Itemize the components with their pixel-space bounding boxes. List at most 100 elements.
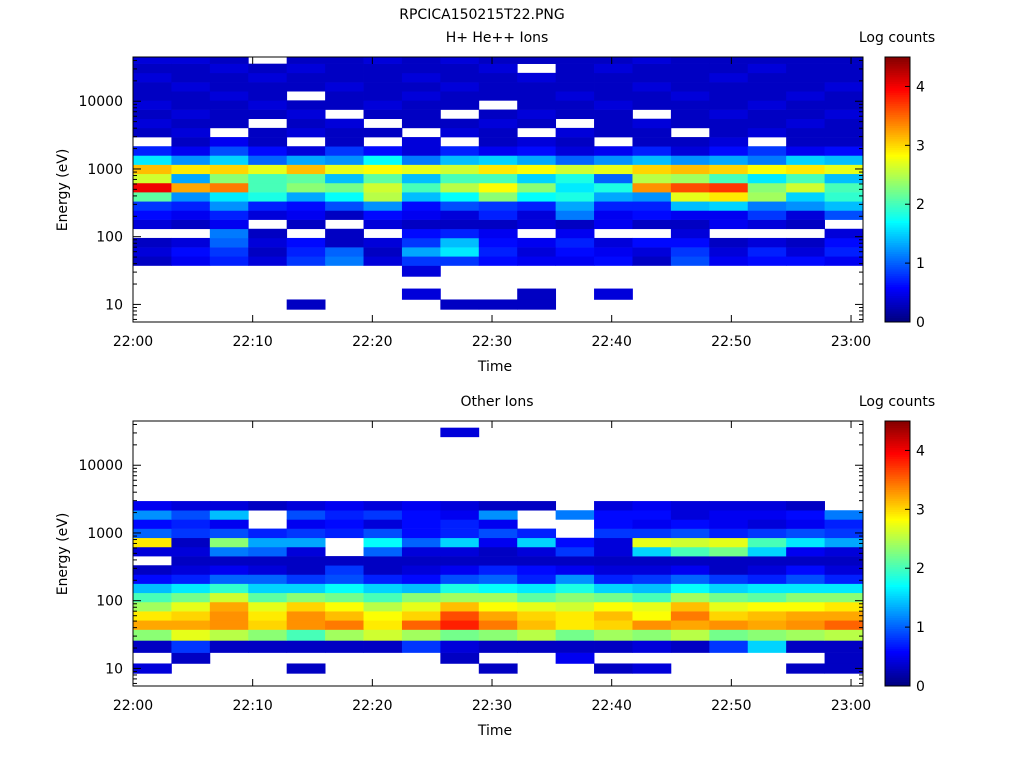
heatmap-cell bbox=[440, 583, 480, 594]
heatmap-cell bbox=[248, 501, 288, 511]
heatmap-cell bbox=[171, 546, 211, 557]
heatmap-cell bbox=[670, 620, 710, 630]
colorbar-segment bbox=[885, 546, 910, 550]
heatmap-cell bbox=[401, 611, 441, 621]
heatmap-cell bbox=[401, 519, 441, 529]
heatmap-cell bbox=[401, 528, 441, 539]
colorbar-segment bbox=[885, 575, 910, 579]
heatmap-cell bbox=[709, 592, 749, 603]
colorbar-segment bbox=[885, 478, 910, 482]
colorbar-segment bbox=[885, 529, 910, 532]
heatmap-cell bbox=[747, 247, 787, 257]
heatmap-cell bbox=[171, 583, 211, 594]
colorbar-segment bbox=[885, 160, 910, 164]
heatmap-cell bbox=[171, 109, 211, 120]
heatmap-cell bbox=[594, 574, 633, 584]
heatmap-cell bbox=[824, 182, 864, 193]
heatmap-cell bbox=[325, 210, 364, 220]
heatmap-cell bbox=[248, 100, 288, 110]
heatmap-cell bbox=[325, 501, 364, 511]
colorbar-segment bbox=[885, 260, 910, 263]
colorbar-segment bbox=[885, 445, 910, 448]
colorbar-segment bbox=[885, 315, 910, 319]
heatmap-cell bbox=[786, 620, 825, 630]
colorbar: 0 1 2 3 4 bbox=[884, 56, 925, 331]
heatmap-cell bbox=[440, 611, 480, 621]
heatmap-cell bbox=[478, 556, 518, 566]
heatmap-cell bbox=[363, 109, 403, 120]
heatmap-cell bbox=[248, 109, 288, 120]
heatmap-cell bbox=[325, 201, 364, 211]
heatmap-cell bbox=[824, 574, 864, 584]
colorbar-segment bbox=[885, 465, 910, 468]
heatmap-cell bbox=[670, 510, 710, 520]
heatmap-cell bbox=[133, 256, 172, 266]
heatmap-cell bbox=[709, 72, 749, 83]
colorbar-segment bbox=[885, 138, 910, 142]
heatmap-cell bbox=[209, 592, 249, 603]
colorbar-segment bbox=[885, 626, 910, 630]
heatmap-cell bbox=[401, 91, 441, 101]
colorbar-segment bbox=[885, 606, 910, 610]
colorbar-segment bbox=[885, 485, 910, 488]
heatmap-cell bbox=[286, 82, 326, 92]
heatmap-cell bbox=[709, 528, 749, 539]
heatmap-cell bbox=[440, 118, 480, 129]
colorbar-segment bbox=[885, 180, 910, 184]
heatmap-cell bbox=[209, 82, 249, 92]
heatmap-cell bbox=[363, 556, 403, 566]
colorbar-segment bbox=[885, 171, 910, 175]
heatmap-cell bbox=[248, 228, 288, 239]
heatmap-cell bbox=[517, 210, 557, 220]
heatmap-cell bbox=[171, 519, 211, 529]
heatmap-cell bbox=[209, 556, 249, 566]
colorbar-segment bbox=[885, 440, 910, 444]
heatmap-cell bbox=[133, 574, 172, 584]
heatmap-cell bbox=[594, 201, 633, 211]
heatmap-cell bbox=[478, 519, 518, 529]
heatmap-cell bbox=[363, 182, 403, 193]
heatmap-cell bbox=[440, 427, 480, 438]
heatmap-cell bbox=[133, 629, 172, 641]
heatmap-cell bbox=[171, 63, 211, 74]
heatmap-cell bbox=[209, 620, 249, 630]
heatmap-cell bbox=[478, 546, 518, 557]
heatmap-cell bbox=[440, 219, 480, 230]
heatmap-cell bbox=[670, 91, 710, 101]
heatmap-cell bbox=[440, 63, 480, 74]
heatmap-cell bbox=[555, 127, 595, 138]
colorbar-segment bbox=[885, 242, 910, 246]
colorbar-segment bbox=[885, 304, 910, 308]
heatmap-cell bbox=[517, 164, 557, 175]
heatmap-cell bbox=[325, 91, 364, 101]
heatmap-cell bbox=[171, 501, 211, 511]
heatmap-cell bbox=[171, 592, 211, 603]
heatmap-cell bbox=[171, 565, 211, 575]
heatmap-cell bbox=[363, 583, 403, 594]
heatmap-cell bbox=[555, 210, 595, 220]
colorbar-segment bbox=[885, 176, 910, 179]
heatmap-cell bbox=[594, 164, 633, 175]
heatmap-cell bbox=[171, 528, 211, 539]
colorbar-segment bbox=[885, 564, 910, 568]
heatmap-cell bbox=[133, 592, 172, 603]
heatmap-cell bbox=[747, 510, 787, 520]
heatmap-cell bbox=[286, 299, 326, 310]
heatmap-cell bbox=[555, 109, 595, 120]
colorbar-segment bbox=[885, 489, 910, 493]
heatmap-cell bbox=[171, 146, 211, 156]
heatmap-cell bbox=[248, 182, 288, 193]
colorbar-segment bbox=[885, 491, 910, 495]
heatmap-cell bbox=[517, 629, 557, 641]
heatmap-cell bbox=[440, 164, 480, 175]
heatmap-cell bbox=[632, 663, 672, 674]
colorbar-segment bbox=[885, 229, 910, 232]
colorbar-segment bbox=[885, 211, 910, 215]
colorbar-segment bbox=[885, 644, 910, 647]
colorbar-segment bbox=[885, 591, 910, 594]
heatmap-cell bbox=[171, 91, 211, 101]
heatmap-cell bbox=[325, 192, 364, 202]
colorbar-segment bbox=[885, 114, 910, 118]
heatmap-cell bbox=[133, 173, 172, 184]
heatmap-cell bbox=[632, 537, 672, 548]
